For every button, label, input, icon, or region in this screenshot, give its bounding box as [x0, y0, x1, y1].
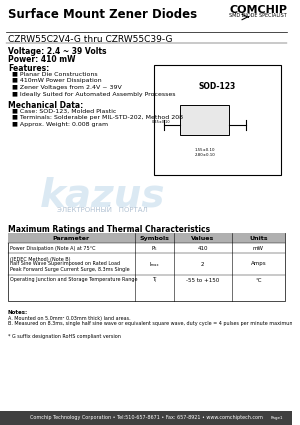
Text: Features:: Features:: [8, 64, 49, 73]
Text: ■ Case: SOD-123, Molded Plastic: ■ Case: SOD-123, Molded Plastic: [12, 108, 116, 113]
Text: Comchip Technology Corporation • Tel:510-657-8671 • Fax: 657-8921 • www.comchipt: Comchip Technology Corporation • Tel:510…: [30, 416, 263, 420]
Text: CZRW55C2V4-G thru CZRW55C39-G: CZRW55C2V4-G thru CZRW55C39-G: [8, 35, 172, 44]
Text: * G suffix designation RoHS compliant version: * G suffix designation RoHS compliant ve…: [8, 334, 121, 339]
Text: half Sine Wave Superimposed on Rated Load: half Sine Wave Superimposed on Rated Loa…: [10, 261, 120, 266]
Text: kazus: kazus: [40, 176, 165, 214]
Text: Symbols: Symbols: [139, 235, 169, 241]
Text: mW: mW: [253, 246, 264, 250]
Text: Power Dissipation (Note A) at 75°C: Power Dissipation (Note A) at 75°C: [10, 246, 95, 250]
Text: ■ Ideally Suited for Automated Assembly Processes: ■ Ideally Suited for Automated Assembly …: [12, 92, 175, 97]
Text: 1.55±0.10: 1.55±0.10: [194, 148, 215, 152]
Text: 2.80±0.10: 2.80±0.10: [194, 153, 215, 157]
Text: ■ Terminals: Solderable per MIL-STD-202, Method 208: ■ Terminals: Solderable per MIL-STD-202,…: [12, 115, 183, 120]
Text: 2: 2: [201, 261, 205, 266]
Text: ЭЛЕКТРОННЫЙ   ПОРТАЛ: ЭЛЕКТРОННЫЙ ПОРТАЛ: [57, 207, 148, 213]
Text: Iₘₐₓ: Iₘₐₓ: [149, 261, 159, 266]
Text: 410: 410: [197, 246, 208, 250]
Text: Notes:: Notes:: [8, 310, 28, 315]
Text: Parameter: Parameter: [53, 235, 90, 241]
Text: Operating Junction and Storage Temperature Range: Operating Junction and Storage Temperatu…: [10, 278, 137, 283]
Text: Surface Mount Zener Diodes: Surface Mount Zener Diodes: [8, 8, 197, 21]
Text: 0.45±0.10: 0.45±0.10: [152, 120, 170, 124]
Text: (JEDEC Method) (Note B): (JEDEC Method) (Note B): [10, 257, 70, 261]
Text: SOD-123: SOD-123: [199, 82, 236, 91]
Text: Mechanical Data:: Mechanical Data:: [8, 101, 83, 110]
Text: Values: Values: [191, 235, 214, 241]
Text: ■ Approx. Weight: 0.008 gram: ■ Approx. Weight: 0.008 gram: [12, 122, 108, 127]
Text: Peak Forward Surge Current Surge, 8.3ms Single: Peak Forward Surge Current Surge, 8.3ms …: [10, 266, 130, 272]
Bar: [180, 105, 229, 135]
Text: A. Mounted on 5.0mm² 0.03mm thick) land areas.: A. Mounted on 5.0mm² 0.03mm thick) land …: [8, 316, 130, 321]
Text: °C: °C: [255, 278, 262, 283]
Text: -55 to +150: -55 to +150: [186, 278, 219, 283]
Text: ■ Planar Die Constructions: ■ Planar Die Constructions: [12, 71, 98, 76]
Text: P₆: P₆: [152, 246, 157, 250]
Bar: [154, 65, 281, 175]
Text: Amps: Amps: [250, 261, 266, 266]
Bar: [8, 233, 285, 301]
Text: SMD DIODE SPECIALIST: SMD DIODE SPECIALIST: [229, 13, 287, 18]
Text: ■ 410mW Power Dissipation: ■ 410mW Power Dissipation: [12, 78, 101, 83]
Text: ■ Zener Voltages from 2.4V ~ 39V: ■ Zener Voltages from 2.4V ~ 39V: [12, 85, 122, 90]
Text: Tⱼ: Tⱼ: [152, 278, 156, 283]
Text: B. Measured on 8.3ms, single half sine wave or equivalent square wave, duty cycl: B. Measured on 8.3ms, single half sine w…: [8, 321, 296, 326]
Bar: [0, 411, 292, 425]
Text: COMCHIP: COMCHIP: [229, 5, 287, 15]
Text: Power: 410 mW: Power: 410 mW: [8, 55, 76, 64]
Text: Page1: Page1: [270, 416, 283, 420]
Text: Units: Units: [249, 235, 268, 241]
Text: Voltage: 2.4 ~ 39 Volts: Voltage: 2.4 ~ 39 Volts: [8, 47, 106, 56]
Text: Maximum Ratings and Thermal Characteristics: Maximum Ratings and Thermal Characterist…: [8, 225, 210, 234]
Bar: [8, 233, 285, 243]
